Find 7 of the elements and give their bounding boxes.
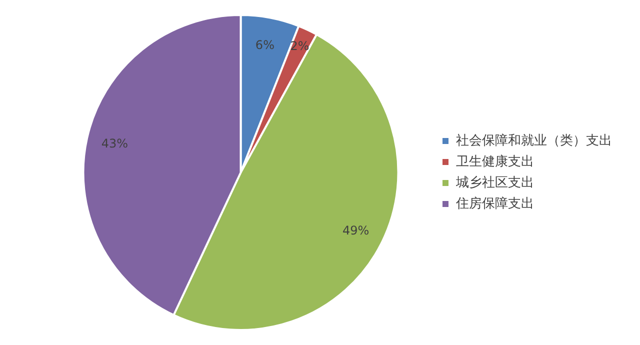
legend-label: 卫生健康支出 xyxy=(456,154,534,170)
legend-label: 住房保障支出 xyxy=(455,195,534,212)
legend-label: 城乡社区支出 xyxy=(455,175,534,190)
data-label: 49% xyxy=(342,223,370,238)
data-label: 43% xyxy=(101,136,128,150)
data-label: 6% xyxy=(255,38,274,52)
legend-label: 社会保障和就业（类）支出 xyxy=(456,133,612,148)
